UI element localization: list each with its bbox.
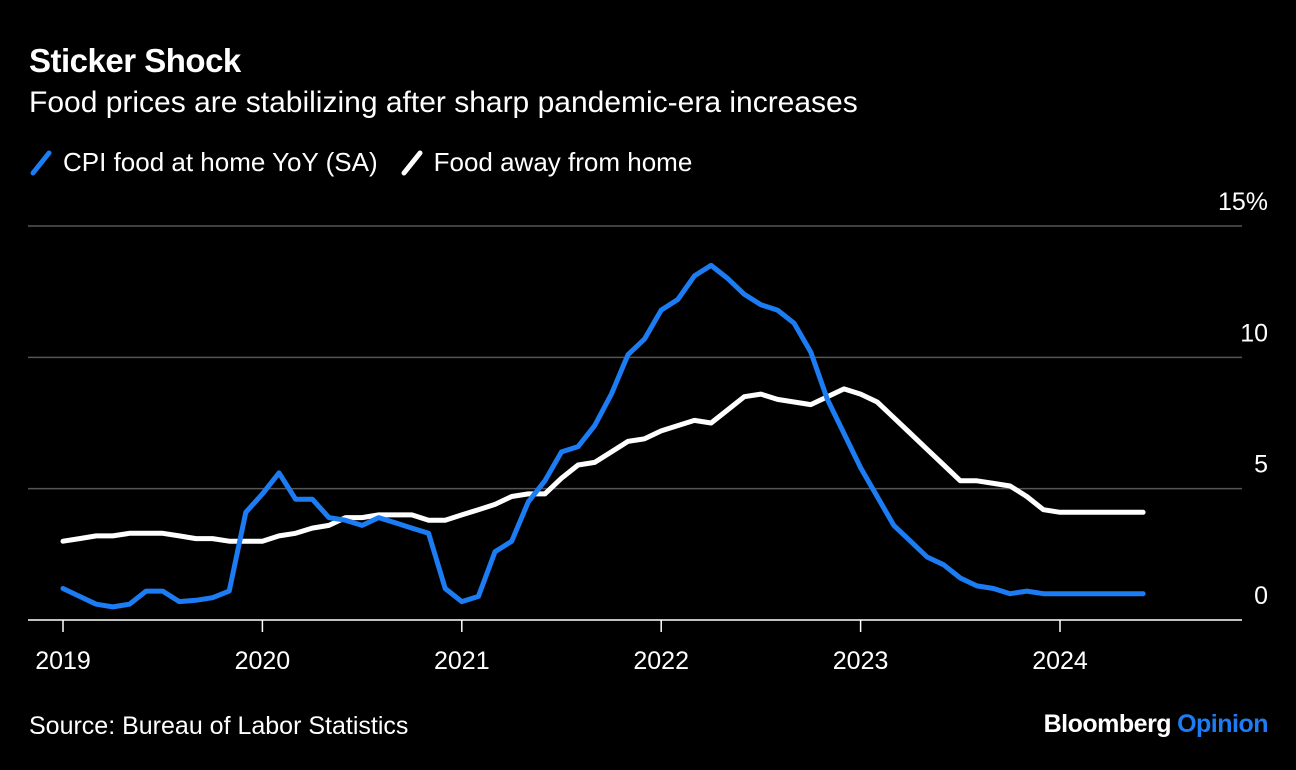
x-tick-label-2020: 2020 <box>235 647 291 675</box>
legend-label-food-away: Food away from home <box>433 147 693 177</box>
x-tick-label-2021: 2021 <box>434 647 490 675</box>
source-note: Source: Bureau of Labor Statistics <box>29 712 409 740</box>
y-tick-label-5: 5 <box>1254 451 1268 479</box>
x-tick-label-2024: 2024 <box>1032 647 1088 675</box>
chart-subtitle: Food prices are stabilizing after sharp … <box>29 86 858 119</box>
legend-item-food-away: Food away from home <box>400 147 693 178</box>
legend: CPI food at home YoY (SA) Food away from… <box>29 147 714 178</box>
brand-suffix: Opinion <box>1177 710 1268 738</box>
brand-logo: Bloomberg Opinion <box>1043 710 1269 739</box>
series-line-food-at-home <box>60 262 1146 610</box>
brand-name: Bloomberg <box>1043 710 1172 738</box>
y-tick-label-0: 0 <box>1254 582 1268 610</box>
legend-label-food-at-home: CPI food at home YoY (SA) <box>63 147 378 177</box>
y-tick-label-10: 10 <box>1240 319 1268 347</box>
legend-item-food-at-home: CPI food at home YoY (SA) <box>29 147 378 178</box>
x-tick-label-2019: 2019 <box>35 647 91 675</box>
chart-title: Sticker Shock <box>29 42 241 79</box>
legend-swatch-food-away <box>401 150 423 175</box>
legend-swatch-food-at-home <box>30 150 52 175</box>
x-tick-label-2023: 2023 <box>833 647 889 675</box>
y-tick-label-15: 15% <box>1218 188 1268 216</box>
x-tick-label-2022: 2022 <box>633 647 689 675</box>
series-line-food-away <box>60 386 1146 544</box>
